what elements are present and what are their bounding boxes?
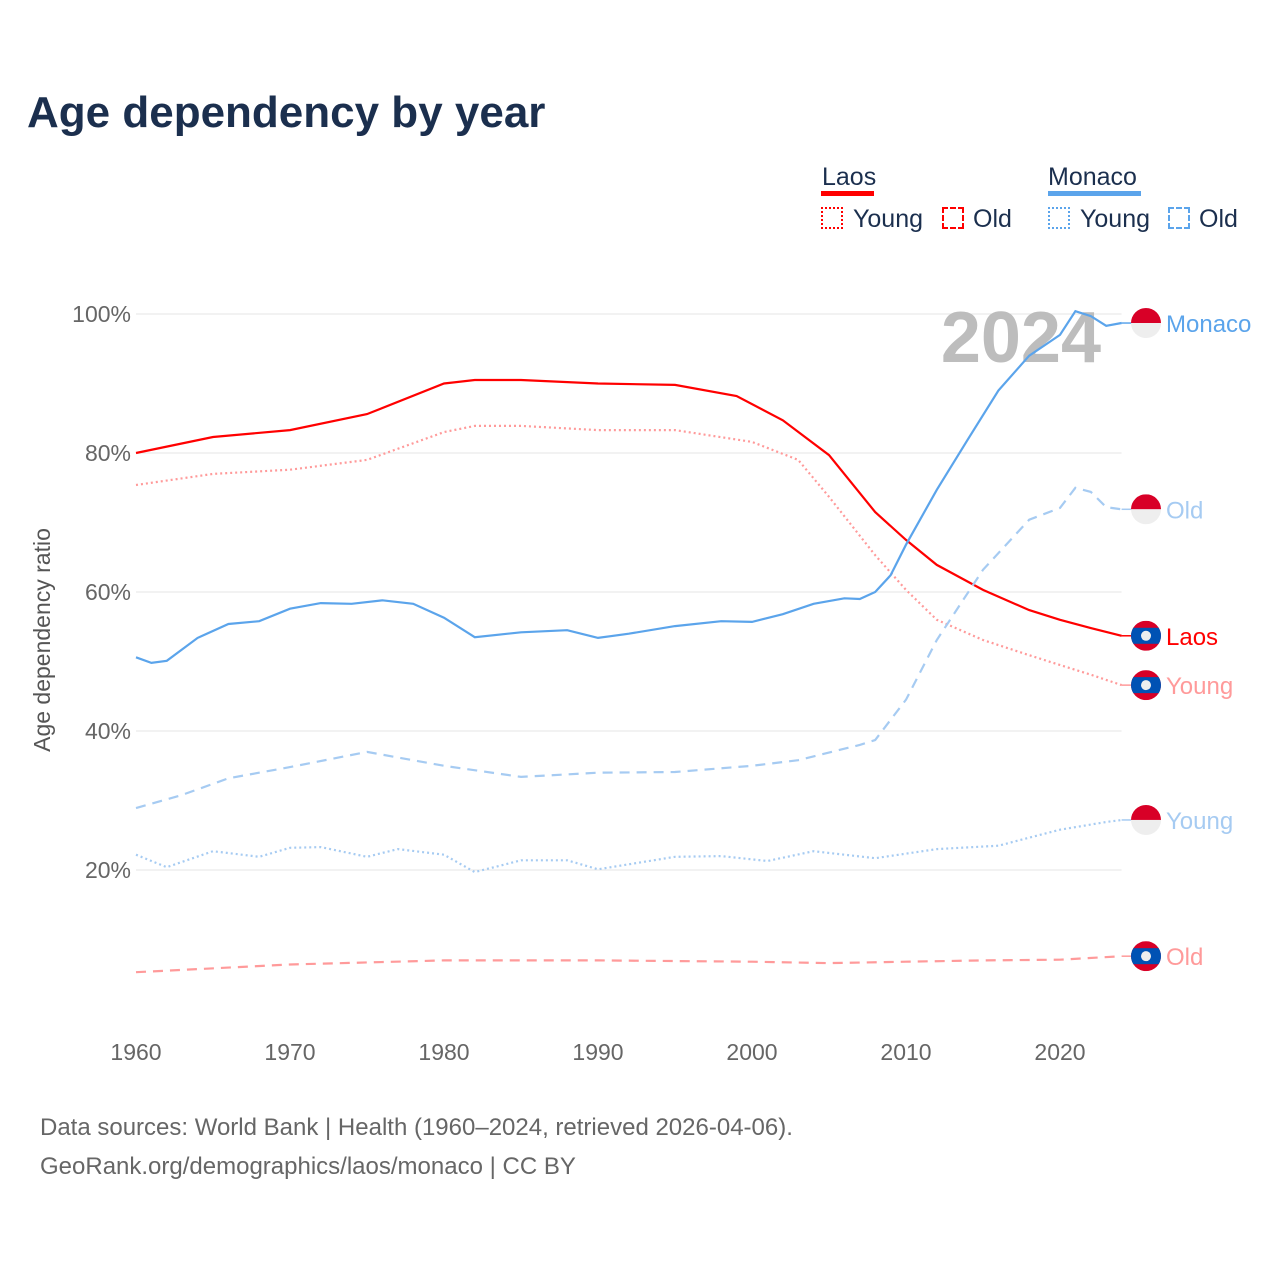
laos-flag-icon [1141, 951, 1151, 962]
x-tick-label: 2010 [880, 1039, 931, 1065]
x-tick-label: 2000 [726, 1039, 777, 1065]
y-tick-label: 20% [85, 857, 131, 883]
series-line-laos-young [135, 424, 1122, 687]
legend-monaco-young-swatch [1048, 207, 1070, 229]
x-tick-label: 2020 [1034, 1039, 1085, 1065]
x-tick-label: 1980 [418, 1039, 469, 1065]
series-line-laos [135, 378, 1122, 637]
legend-laos-young: Young [853, 205, 923, 233]
legend-monaco-young: Young [1080, 205, 1150, 233]
legend-laos-old-swatch [942, 207, 964, 229]
legend-monaco-line [1048, 191, 1141, 196]
laos-flag-icon [1141, 680, 1151, 691]
legend-monaco-old-swatch [1168, 207, 1190, 229]
series-line-laos-old [135, 955, 1122, 974]
monaco-flag-icon [1131, 494, 1161, 510]
x-tick-label: 1990 [572, 1039, 623, 1065]
monaco-flag-icon [1131, 509, 1161, 525]
series-line-monaco-young [135, 818, 1122, 874]
monaco-flag-icon [1131, 323, 1161, 339]
legend-monaco-old: Old [1199, 205, 1238, 233]
end-label: Laos [1166, 624, 1218, 651]
x-tick-label: 1960 [110, 1039, 161, 1065]
source-line-2[interactable]: GeoRank.org/demographics/laos/monaco | C… [40, 1153, 576, 1180]
legend-laos-line [821, 191, 874, 196]
legend-monaco: Monaco [1048, 163, 1137, 191]
monaco-flag-icon [1131, 804, 1161, 820]
x-tick-label: 1970 [264, 1039, 315, 1065]
chart-title: Age dependency by year [27, 88, 546, 137]
legend-laos-young-swatch [821, 207, 843, 229]
end-label: Old [1166, 944, 1203, 971]
source-line-1: Data sources: World Bank | Health (1960–… [40, 1114, 793, 1141]
y-tick-label: 60% [85, 579, 131, 605]
end-label: Young [1166, 673, 1233, 700]
end-label: Monaco [1166, 311, 1251, 338]
y-tick-label: 80% [85, 440, 131, 466]
laos-flag-icon [1141, 630, 1151, 641]
series-line-monaco-old [135, 486, 1122, 810]
legend-laos: Laos [822, 163, 877, 191]
y-tick-label: 40% [85, 718, 131, 744]
y-axis-label: Age dependency ratio [29, 528, 55, 752]
series-line-monaco [135, 309, 1122, 665]
monaco-flag-icon [1131, 819, 1161, 835]
legend-laos-old: Old [973, 205, 1012, 233]
end-label: Young [1166, 808, 1233, 835]
y-tick-label: 100% [72, 301, 131, 327]
monaco-flag-icon [1131, 308, 1161, 324]
source-note: Data sources: World Bank | Health (1960–… [40, 1108, 793, 1186]
end-label: Old [1166, 497, 1203, 524]
